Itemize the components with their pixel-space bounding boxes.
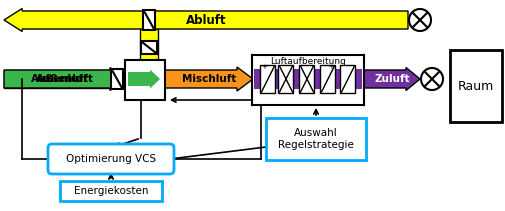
Bar: [141, 41, 157, 54]
FancyBboxPatch shape: [60, 181, 162, 201]
Bar: [140, 29, 158, 74]
Bar: [143, 10, 155, 30]
Bar: [278, 65, 293, 93]
FancyArrow shape: [4, 68, 124, 91]
Text: +: +: [261, 64, 267, 70]
Bar: [111, 69, 123, 89]
Bar: [299, 65, 314, 93]
Text: Energiekosten: Energiekosten: [74, 186, 148, 196]
Text: Mischluft: Mischluft: [181, 74, 236, 84]
Text: +: +: [328, 64, 334, 70]
Text: Optimierung VCS: Optimierung VCS: [66, 154, 156, 164]
FancyBboxPatch shape: [266, 118, 365, 160]
Bar: [340, 65, 355, 93]
Circle shape: [408, 9, 430, 31]
Text: Raum: Raum: [457, 80, 493, 92]
Bar: [449, 50, 501, 122]
Bar: [254, 69, 361, 89]
FancyBboxPatch shape: [48, 144, 174, 174]
Text: Außenluft: Außenluft: [31, 74, 89, 84]
Bar: [125, 60, 165, 100]
FancyArrow shape: [165, 67, 252, 91]
Circle shape: [420, 68, 442, 90]
FancyArrow shape: [4, 8, 407, 31]
Bar: [260, 65, 275, 93]
Text: Abluft: Abluft: [185, 14, 226, 27]
Bar: [320, 65, 335, 93]
Bar: [251, 55, 363, 105]
FancyArrow shape: [363, 68, 419, 91]
Text: Luftaufbereitung: Luftaufbereitung: [270, 58, 345, 66]
FancyArrow shape: [4, 68, 126, 91]
FancyArrow shape: [128, 69, 160, 88]
Text: Auswahl
Regelstrategie: Auswahl Regelstrategie: [278, 128, 353, 150]
Text: Außenluft: Außenluft: [36, 74, 94, 84]
Text: Zuluft: Zuluft: [374, 74, 409, 84]
